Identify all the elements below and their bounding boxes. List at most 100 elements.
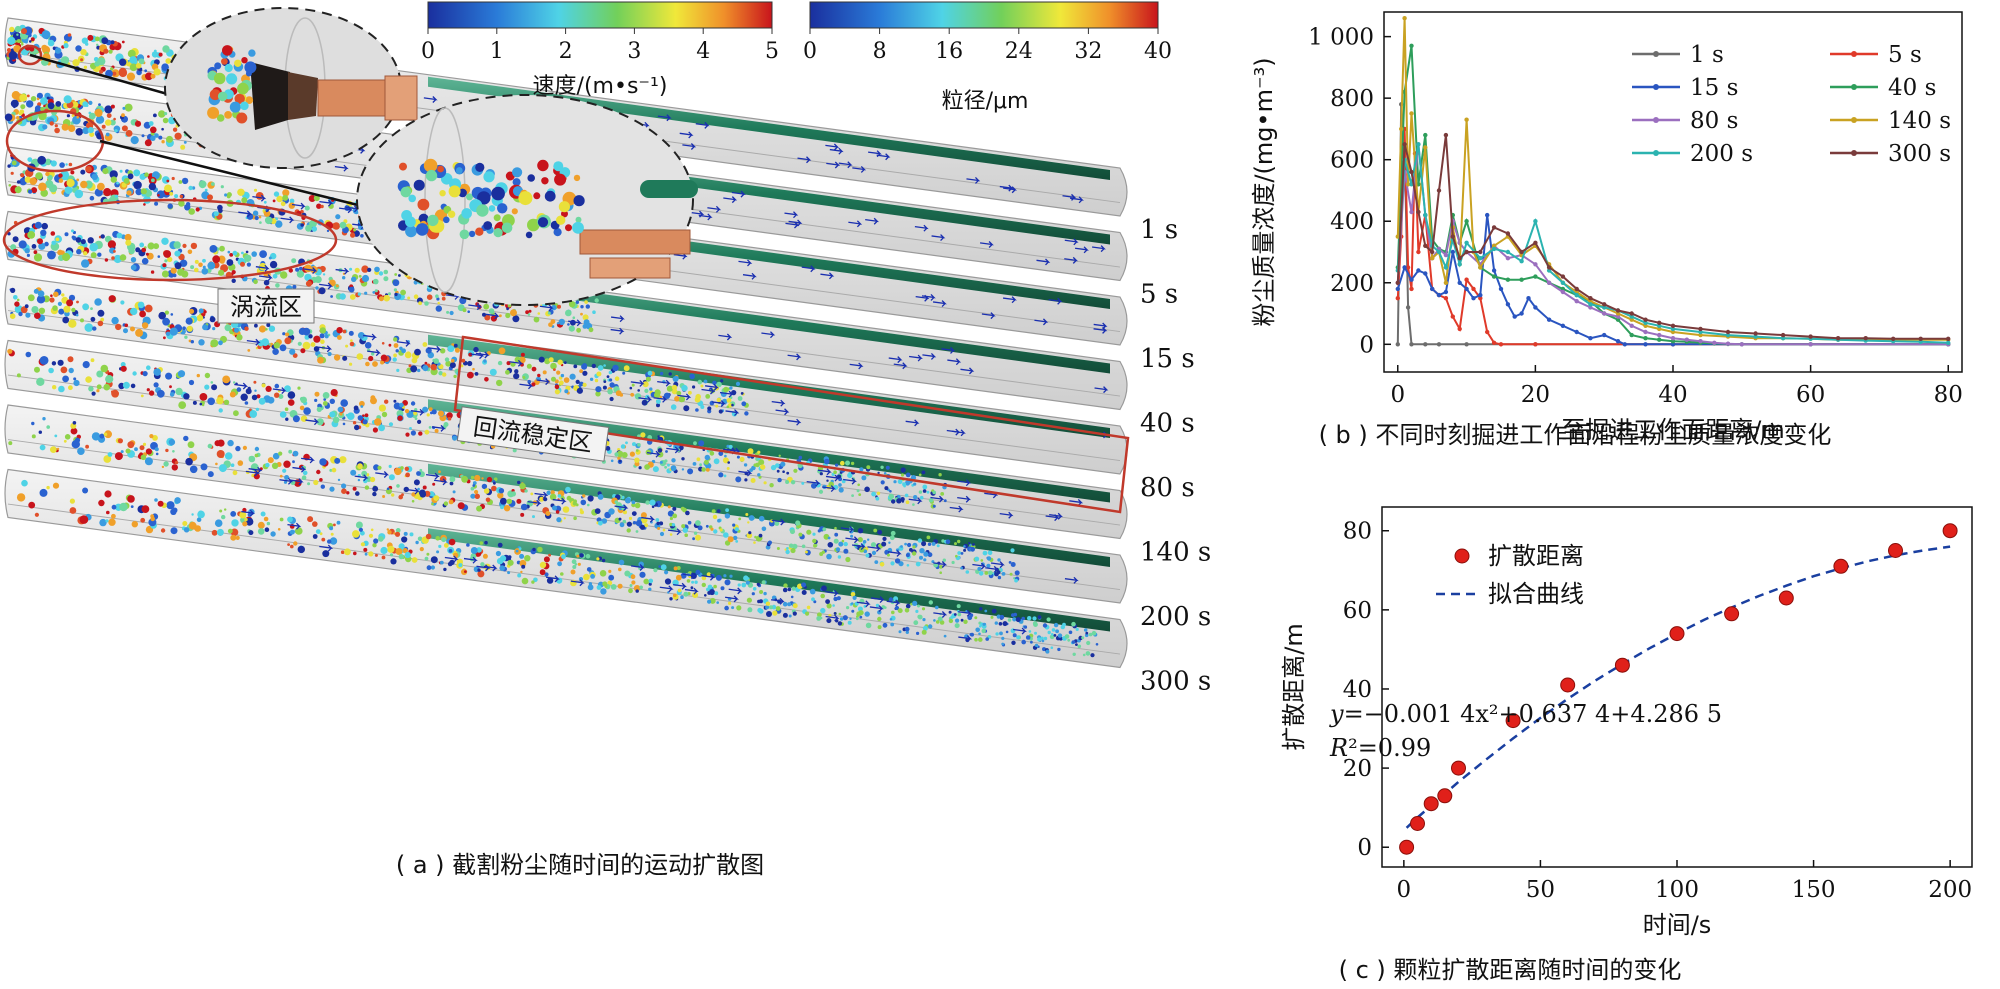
dust-particle — [1053, 622, 1059, 628]
dust-particle — [322, 401, 328, 406]
dust-particle — [211, 384, 218, 391]
dust-particle — [672, 506, 677, 511]
dust-particle — [178, 200, 185, 207]
dust-particle — [244, 517, 248, 522]
dust-particle — [272, 452, 280, 460]
dust-particle — [546, 490, 551, 495]
dust-particle — [745, 513, 749, 516]
dust-particle — [520, 512, 525, 517]
dust-particle — [928, 600, 933, 605]
dust-particle — [950, 615, 954, 619]
dust-particle — [466, 193, 473, 201]
dust-particle — [527, 218, 540, 232]
dust-particle — [980, 559, 984, 562]
dust-particle — [353, 228, 357, 232]
dust-particle — [761, 526, 767, 532]
airflow-arrow — [775, 408, 790, 416]
dust-particle — [353, 551, 357, 556]
dust-particle — [634, 461, 640, 467]
dust-particle — [918, 473, 922, 477]
data-point — [1409, 286, 1414, 292]
dust-particle — [378, 271, 384, 276]
dust-particle — [1016, 635, 1020, 640]
dust-particle — [45, 171, 50, 177]
dust-particle — [525, 310, 529, 315]
dust-particle — [683, 405, 690, 412]
dust-particle — [919, 495, 924, 500]
dust-particle — [170, 267, 177, 274]
dust-particle — [824, 458, 830, 465]
dust-particle — [397, 415, 403, 421]
dust-particle — [236, 334, 243, 341]
dust-particle — [428, 407, 433, 412]
dust-particle — [329, 537, 338, 545]
legend-label: 扩散距离 — [1488, 542, 1584, 570]
data-point — [1491, 340, 1497, 345]
dust-particle — [290, 544, 294, 549]
dust-particle — [295, 527, 303, 535]
air-duct — [428, 399, 1110, 503]
data-point — [1402, 265, 1407, 270]
dust-particle — [91, 391, 96, 396]
dust-particle — [114, 452, 123, 461]
dust-particle — [94, 108, 103, 117]
panel-a-caption: ( a ) 截割粉尘随时间的运动扩散图 — [396, 851, 764, 879]
dust-particle — [244, 61, 257, 74]
dust-particle — [114, 194, 119, 198]
airflow-arrow — [787, 353, 802, 361]
airflow-arrow — [289, 478, 304, 486]
data-point — [1808, 342, 1813, 347]
airflow-arrow — [287, 522, 302, 530]
dust-particle — [858, 493, 862, 496]
data-point — [1478, 265, 1483, 270]
dust-particle — [216, 450, 225, 458]
dust-particle — [185, 317, 193, 325]
dust-particle — [334, 457, 341, 464]
dust-particle — [761, 580, 766, 585]
dust-particle — [123, 328, 128, 334]
dust-particle — [657, 527, 661, 530]
dust-particle — [24, 304, 29, 309]
x-tick-label: 60 — [1796, 382, 1825, 408]
dust-particle — [432, 482, 436, 486]
dust-particle — [199, 402, 203, 406]
dust-particle — [911, 551, 917, 556]
dust-particle — [680, 506, 685, 511]
dust-particle — [153, 113, 157, 118]
dust-particle — [387, 545, 395, 553]
data-point — [1416, 209, 1421, 215]
dust-particle — [466, 543, 470, 547]
dust-particle — [342, 329, 347, 334]
dust-particle — [449, 559, 455, 566]
dust-particle — [319, 478, 323, 482]
dust-particle — [905, 553, 910, 558]
dust-particle — [579, 553, 584, 558]
dust-particle — [676, 566, 681, 570]
dust-particle — [252, 210, 259, 216]
dust-particle — [42, 124, 48, 130]
speed-colorbar-tick-label: 4 — [696, 39, 710, 64]
dust-particle — [491, 485, 497, 492]
dust-particle — [235, 535, 240, 541]
dust-particle — [174, 262, 182, 270]
dust-particle — [315, 286, 319, 290]
dust-particle — [935, 620, 940, 624]
dust-particle — [282, 332, 286, 336]
dust-particle — [350, 469, 357, 476]
dust-particle — [269, 260, 278, 269]
dust-particle — [497, 492, 504, 499]
dust-particle — [134, 120, 142, 127]
dust-particle — [877, 610, 882, 615]
dust-particle — [108, 295, 116, 303]
y-tick-label: 0 — [1357, 835, 1372, 861]
dust-particle — [319, 327, 327, 334]
dust-particle — [974, 556, 980, 562]
dust-particle — [655, 518, 660, 522]
dust-particle — [584, 300, 588, 304]
dust-particle — [724, 605, 729, 611]
dust-particle — [188, 208, 195, 215]
dust-particle — [922, 489, 927, 493]
dust-particle — [513, 373, 520, 380]
dust-particle — [970, 546, 975, 552]
dust-particle — [431, 409, 437, 415]
